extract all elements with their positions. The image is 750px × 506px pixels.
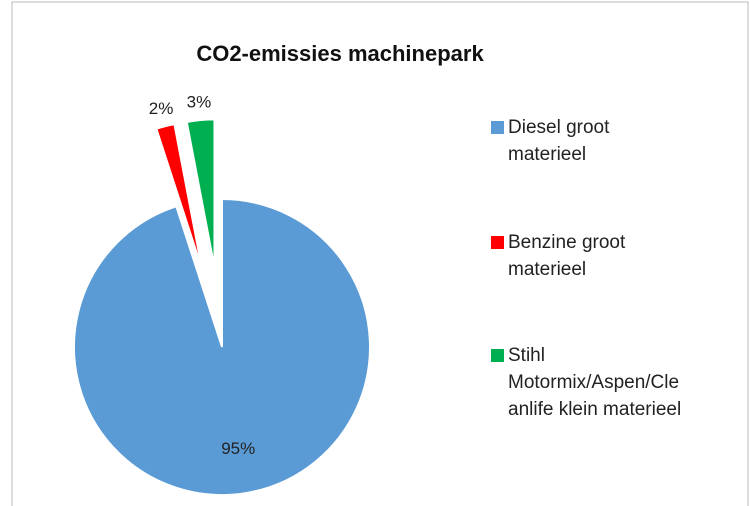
legend-swatch [491, 236, 504, 249]
chart-title: CO2-emissies machinepark [196, 41, 484, 66]
data-label: 95% [221, 439, 255, 458]
legend-item: Benzine groot materieel [491, 229, 683, 283]
pie-slice [155, 122, 204, 270]
pie-slice [185, 118, 216, 268]
legend-swatch [491, 349, 504, 362]
data-label: 3% [187, 93, 212, 112]
data-label: 2% [149, 99, 174, 118]
legend-item: Stihl Motormix/Aspen/Cleanlife klein mat… [491, 342, 683, 423]
legend-label: Diesel groot materieel [508, 117, 610, 165]
pie-slice [73, 197, 371, 496]
legend-label: Benzine groot materieel [508, 232, 626, 280]
legend-swatch [491, 121, 504, 134]
chart-border [11, 1, 749, 506]
legend-label: Stihl Motormix/Aspen/Cleanlife klein mat… [508, 345, 682, 420]
legend-item: Diesel groot materieel [491, 114, 683, 168]
